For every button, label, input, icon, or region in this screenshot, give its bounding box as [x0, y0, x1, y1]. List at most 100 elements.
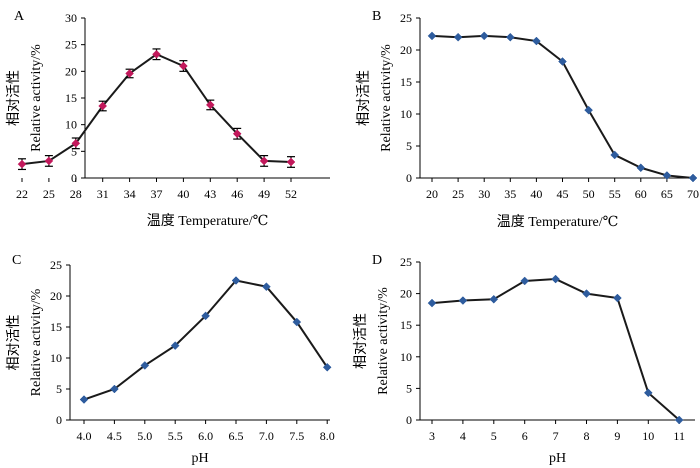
x-tick-label: 43	[204, 187, 216, 201]
data-point	[582, 289, 591, 298]
y-tick-label: 10	[400, 350, 412, 364]
data-point	[231, 276, 241, 285]
y-tick-label: 10	[65, 118, 77, 132]
x-axis-label: 温度 Temperature/℃	[497, 214, 619, 230]
x-tick-label: 49	[258, 187, 270, 201]
y-tick-label: 20	[65, 64, 77, 78]
panel-a: A 0 5 10 15 20 25 30 22 25 28 31 34 37 40 43 46 49 52 温度 Te…	[6, 9, 330, 229]
y-tick-label: 20	[50, 289, 62, 303]
data-point	[584, 105, 593, 115]
y-tick-label: 15	[65, 91, 77, 105]
panel-letter: C	[12, 253, 21, 268]
data-point	[71, 138, 81, 148]
x-tick-label: 25	[452, 187, 464, 201]
data-point	[152, 49, 161, 59]
x-tick-label: 6.5	[229, 429, 244, 443]
x-tick-label: 65	[661, 187, 673, 201]
series-line	[431, 278, 680, 421]
x-tick-label: 34	[124, 187, 136, 201]
panel-d: D 0 5 10 15 20 25 3 4 5 6 7 8 9 10 11 pH 相对活性 Relative act…	[353, 253, 695, 466]
x-tick-label: 7	[553, 429, 559, 443]
x-tick-label: 60	[635, 187, 647, 201]
x-tick-label: 55	[609, 187, 621, 201]
x-axis-label: 温度 Temperature/℃	[147, 213, 269, 229]
y-axis-label-cn: 相对活性	[353, 313, 369, 369]
y-tick-label: 0	[406, 171, 412, 185]
x-axis-label: pH	[549, 451, 566, 466]
x-tick-label: 3	[429, 429, 435, 443]
x-tick-label: 37	[151, 187, 163, 201]
x-tick-label: 6.0	[198, 429, 213, 443]
data-point	[674, 415, 684, 425]
data-point	[179, 61, 188, 71]
x-tick-label: 28	[70, 187, 82, 201]
y-tick-label: 10	[50, 351, 62, 365]
data-point	[643, 388, 653, 398]
x-tick-label: 45	[557, 187, 569, 201]
series-line	[21, 53, 292, 166]
y-tick-label: 25	[400, 11, 412, 25]
data-point	[140, 361, 150, 370]
data-point	[520, 276, 530, 286]
y-tick-label: 20	[400, 287, 412, 301]
y-tick-label: 20	[400, 43, 412, 57]
series-line	[83, 279, 329, 401]
data-point	[532, 36, 541, 46]
x-tick-label: 30	[478, 187, 490, 201]
y-tick-label: 25	[400, 255, 412, 269]
panel-c: C 0 5 10 15 20 25 4.0 4.5 5.0 5.5 6.0 6.5 7.0 7.5 8.0 pH…	[6, 253, 335, 466]
data-point	[613, 293, 622, 303]
x-tick-label: 35	[504, 187, 516, 201]
data-point	[110, 384, 119, 394]
y-tick-label: 30	[65, 11, 77, 25]
y-axis-label-cn: 相对活性	[356, 70, 372, 126]
y-tick-label: 15	[50, 320, 62, 334]
panel-letter: B	[372, 9, 381, 24]
y-axis-label: Relative activity/%	[29, 44, 44, 152]
x-tick-label: 22	[16, 187, 28, 201]
data-point	[322, 362, 332, 372]
panel-letter: A	[14, 9, 25, 24]
y-tick-label: 5	[71, 144, 77, 158]
y-tick-label: 0	[71, 171, 77, 185]
x-tick-label: 8.0	[320, 429, 335, 443]
x-tick-label: 11	[673, 429, 685, 443]
x-tick-label: 20	[426, 187, 438, 201]
x-tick-label: 7.0	[259, 429, 274, 443]
x-tick-label: 10	[642, 429, 654, 443]
panel-b: B 0 5 10 15 20 25 20 25 30 35 40 45 50 55 60 65 70 温度 Temp…	[356, 9, 699, 230]
data-point	[458, 296, 468, 305]
y-tick-label: 10	[400, 107, 412, 121]
data-point	[286, 157, 296, 167]
x-tick-label: 7.5	[289, 429, 304, 443]
data-point	[427, 31, 437, 41]
y-tick-label: 5	[406, 139, 412, 153]
x-tick-label: 70	[687, 187, 699, 201]
y-tick-label: 0	[56, 413, 62, 427]
data-point	[125, 69, 134, 78]
y-tick-label: 15	[400, 75, 412, 89]
x-tick-label: 4.5	[107, 429, 122, 443]
data-point	[551, 274, 560, 284]
x-tick-label: 6	[522, 429, 528, 443]
x-tick-label: 8	[584, 429, 590, 443]
x-tick-label: 40	[530, 187, 542, 201]
x-tick-label: 4	[460, 429, 466, 443]
y-tick-label: 25	[50, 258, 62, 272]
x-tick-label: 52	[285, 187, 297, 201]
y-axis-label: Relative activity/%	[29, 288, 44, 396]
data-point	[201, 311, 210, 321]
x-tick-label: 25	[43, 187, 55, 201]
data-point	[479, 31, 489, 41]
data-point	[636, 163, 646, 173]
y-tick-label: 25	[65, 38, 77, 52]
y-axis-label: Relative activity/%	[379, 44, 394, 152]
x-tick-label: 9	[614, 429, 620, 443]
x-tick-label: 5.5	[168, 429, 183, 443]
data-point	[79, 395, 89, 404]
data-point	[262, 282, 271, 292]
data-point	[232, 129, 242, 139]
y-axis-label: Relative activity/%	[376, 287, 391, 395]
x-tick-label: 46	[231, 187, 243, 201]
